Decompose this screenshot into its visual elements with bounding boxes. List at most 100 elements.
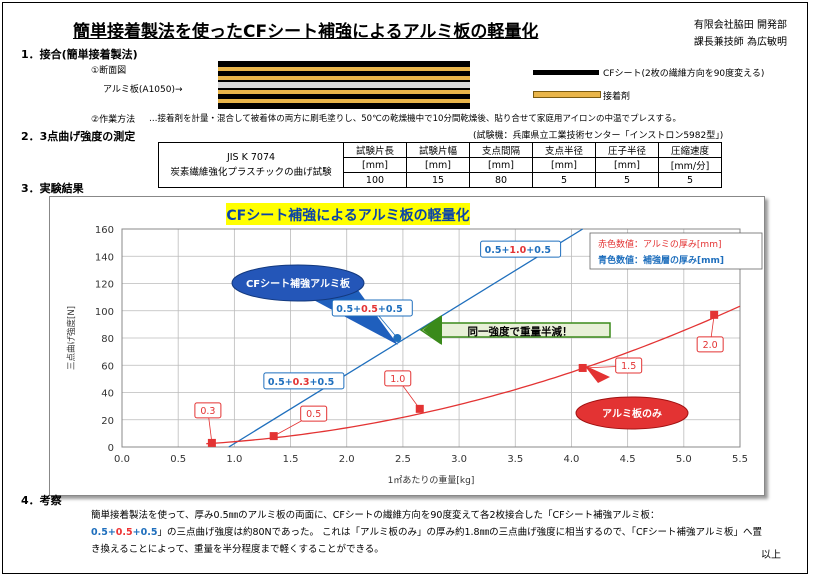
legend-box xyxy=(589,232,763,270)
value-cell: 15 xyxy=(406,172,470,188)
author-name: 課長兼技師 為広敏明 xyxy=(693,37,787,48)
plot-area xyxy=(121,228,741,448)
section2-heading: 2．3点曲げ強度の測定 xyxy=(21,130,136,143)
chart-title-box xyxy=(226,203,470,225)
x-tick-label: 4.0 xyxy=(564,454,580,465)
unit-cell: [mm/分] xyxy=(658,157,722,173)
standard-code: JIS K 7074 xyxy=(226,152,276,163)
x-tick-label: 4.5 xyxy=(620,454,636,465)
section4-heading: 4．考察 xyxy=(21,494,62,507)
y-tick-label: 60 xyxy=(101,361,114,372)
section3-heading: 3．実験結果 xyxy=(21,182,84,195)
annotation-arrow-head xyxy=(423,315,442,345)
x-tick-label: 3.0 xyxy=(451,454,467,465)
y-tick-label: 100 xyxy=(95,307,114,318)
column-header: 試験片長 xyxy=(343,142,407,158)
x-tick-label: 2.0 xyxy=(339,454,355,465)
end-mark: 以上 xyxy=(761,550,781,561)
column-header: 圧縮速度 xyxy=(658,142,722,158)
data-label-box xyxy=(331,299,413,317)
data-label: 0.5 xyxy=(306,409,321,420)
aluminum-label: アルミ板(A1050)→ xyxy=(103,85,183,95)
cross-section-label: ①断面図 xyxy=(91,66,127,76)
column-header: 支点半径 xyxy=(532,142,596,158)
y-tick-label: 120 xyxy=(95,280,114,291)
callout-label: アルミ板のみ xyxy=(602,407,662,420)
x-tick-label: 5.5 xyxy=(732,454,748,465)
data-label-box xyxy=(480,240,562,258)
unit-cell: [mm] xyxy=(469,157,533,173)
legend-cf-sheet: CFシート(2枚の繊維方向を90度変える) xyxy=(603,69,765,79)
column-header: 支点間隔 xyxy=(469,142,533,158)
test-spec-table: JIS K 7074 炭素繊維強化プラスチックの曲げ試験 試験片長 試験片幅 支… xyxy=(158,142,722,188)
unit-cell: [mm] xyxy=(406,157,470,173)
data-label: 0.3 xyxy=(200,406,215,417)
data-label-box xyxy=(263,372,345,390)
value-cell: 80 xyxy=(469,172,533,188)
company-info: 有限会社脇田 開発部 課長兼技師 為広敏明 xyxy=(694,17,787,51)
report-page: 簡単接着製法を使ったCFシート補強によるアルミ板の軽量化 有限会社脇田 開発部 … xyxy=(2,2,808,574)
data-label-box xyxy=(696,336,724,353)
legend-item: 青色数値：補強層の厚み[mm] xyxy=(598,254,724,266)
report-title: 簡単接着製法を使ったCFシート補強によるアルミ板の軽量化 xyxy=(73,22,539,42)
data-label-box xyxy=(194,402,222,419)
data-label-box xyxy=(300,405,328,422)
discussion-part-1: 簡単接着製法を使って、厚み0.5㎜のアルミ板の両面に、CFシートの繊維方向を90… xyxy=(91,510,660,521)
data-label: 2.0 xyxy=(703,340,718,351)
results-chart: 0.0 0.5 1.0 1.5 2.0 2.5 3.0 3.5 4.0 4.5 5.0 5.5 0 20 4… xyxy=(66,203,763,486)
method-text: …接着剤を計量・混合して被着体の両方に刷毛塗りし、50℃の乾燥機中で10分間乾燥… xyxy=(149,114,682,124)
standard-cell: JIS K 7074 炭素繊維強化プラスチックの曲げ試験 xyxy=(158,142,344,188)
x-tick-label: 0.0 xyxy=(114,454,130,465)
data-label: 0.5+1.0+0.5 xyxy=(485,245,551,256)
y-tick-label: 160 xyxy=(95,225,114,236)
standard-name: 炭素繊維強化プラスチックの曲げ試験 xyxy=(170,167,332,178)
unit-cell: [mm] xyxy=(532,157,596,173)
data-label: 1.5 xyxy=(621,361,636,372)
y-tick-label: 140 xyxy=(95,252,114,263)
callout-ellipse xyxy=(575,396,689,430)
unit-cell: [mm] xyxy=(595,157,659,173)
y-tick-label: 20 xyxy=(101,416,114,427)
value-cell: 5 xyxy=(595,172,659,188)
discussion-text: 簡単接着製法を使って、厚み0.5㎜のアルミ板の両面に、CFシートの繊維方向を90… xyxy=(91,507,771,558)
legend-item: 赤色数値：アルミの厚み[mm] xyxy=(598,238,721,250)
chart-title: CFシート補強によるアルミ板の軽量化 xyxy=(226,207,469,224)
data-label-box xyxy=(384,370,412,387)
x-tick-label: 0.5 xyxy=(170,454,186,465)
data-point xyxy=(710,310,719,319)
legend-adhesive: 接着剤 xyxy=(603,92,631,102)
x-tick-label: 2.5 xyxy=(395,454,411,465)
value-cell: 100 xyxy=(343,172,407,188)
x-tick-label: 3.5 xyxy=(507,454,523,465)
thickness-b: 0.5 xyxy=(115,527,133,538)
test-machine: (試験機：兵庫県立工業技術センター「インストロン5982型」) xyxy=(473,131,724,141)
method-label: ②作業方法 xyxy=(91,115,136,125)
thickness-c: +0.5 xyxy=(132,527,158,538)
section1-heading: 1．接合(簡単接着製法) xyxy=(21,48,138,61)
value-cell: 5 xyxy=(658,172,722,188)
y-tick-label: 0 xyxy=(108,443,114,454)
column-header: 試験片幅 xyxy=(406,142,470,158)
cross-section-diagram xyxy=(218,61,470,109)
unit-cell: [mm] xyxy=(343,157,407,173)
data-label: 0.5+0.5+0.5 xyxy=(336,304,402,315)
y-tick-label: 80 xyxy=(101,334,114,345)
chart-container: 0.0 0.5 1.0 1.5 2.0 2.5 3.0 3.5 4.0 4.5 5.0 5.5 0 20 4… xyxy=(49,196,765,496)
x-tick-label: 1.0 xyxy=(226,454,242,465)
data-label: 0.5+0.3+0.5 xyxy=(268,377,334,388)
company-name: 有限会社脇田 開発部 xyxy=(693,20,787,31)
cf-sheet-swatch xyxy=(533,70,599,75)
column-header: 圧子半径 xyxy=(595,142,659,158)
callout-label: CFシート補強アルミ板 xyxy=(246,277,351,290)
x-axis-label: 1㎡あたりの重量[kg] xyxy=(388,474,475,486)
data-label: 1.0 xyxy=(390,374,405,385)
callout-pointer xyxy=(584,365,610,383)
value-cell: 5 xyxy=(532,172,596,188)
x-tick-label: 5.0 xyxy=(676,454,692,465)
adhesive-swatch xyxy=(533,91,601,98)
x-tick-label: 1.5 xyxy=(283,454,299,465)
discussion-part-2: 」の三点曲げ強度は約80Nであった。 これは「アルミ板のみ」の厚み約1.8㎜の三… xyxy=(91,527,762,555)
y-axis-label: 三点曲げ強度[N] xyxy=(66,306,77,370)
data-label-box xyxy=(615,357,643,374)
series-trendline xyxy=(228,228,584,448)
